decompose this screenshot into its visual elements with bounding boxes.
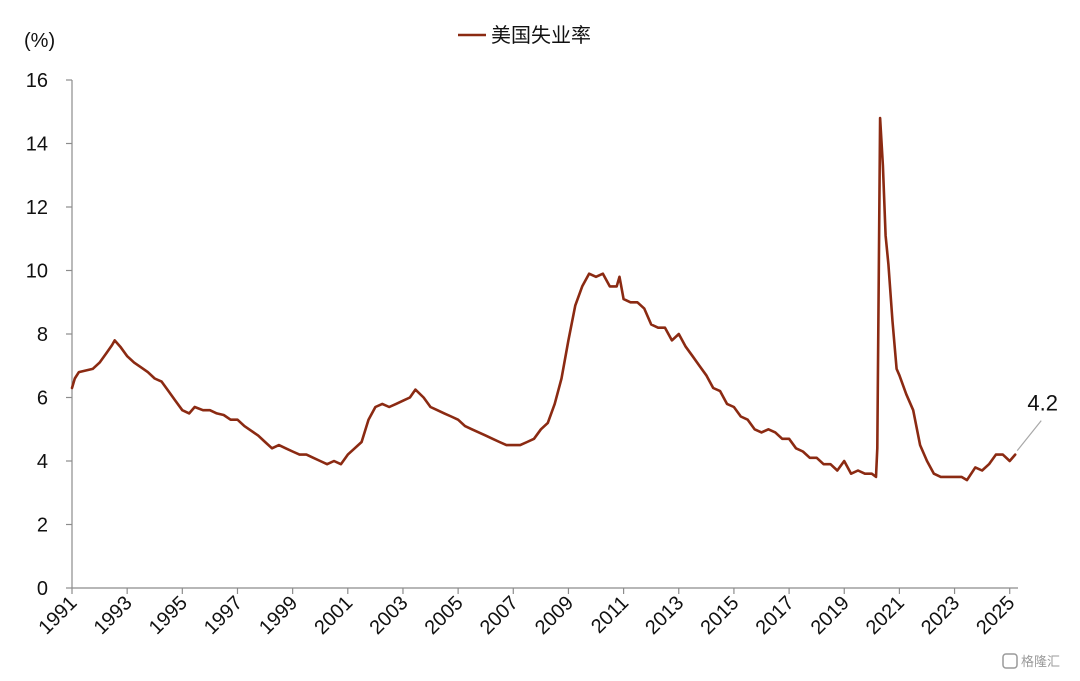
x-tick-label: 2011 bbox=[587, 592, 633, 638]
y-tick-label: 6 bbox=[37, 388, 48, 410]
y-tick-label: 12 bbox=[26, 197, 48, 219]
y-tick-label: 0 bbox=[37, 578, 48, 600]
x-tick-label: 1993 bbox=[90, 592, 137, 639]
x-tick-label: 2005 bbox=[421, 592, 468, 639]
x-tick-label: 1999 bbox=[255, 592, 302, 639]
annotation-leader bbox=[1016, 420, 1042, 452]
watermark-logo-icon bbox=[1002, 653, 1018, 669]
x-tick-label: 2017 bbox=[752, 592, 799, 639]
x-tick-label: 2019 bbox=[807, 592, 854, 639]
x-tick-label: 2013 bbox=[641, 592, 688, 639]
legend-label: 美国失业率 bbox=[491, 23, 591, 47]
watermark: 格隆汇 bbox=[1002, 653, 1060, 670]
y-tick-label: 10 bbox=[26, 261, 48, 283]
y-tick-label: 14 bbox=[26, 134, 48, 156]
x-tick-label: 2009 bbox=[531, 592, 578, 639]
legend: 美国失业率 bbox=[458, 23, 591, 47]
y-tick-label: 16 bbox=[26, 70, 48, 92]
x-tick-label: 2001 bbox=[310, 592, 357, 639]
x-tick-label: 1997 bbox=[200, 592, 247, 639]
x-tick-label: 1995 bbox=[145, 592, 192, 639]
x-tick-label: 2021 bbox=[862, 592, 909, 639]
series-layer bbox=[70, 116, 1017, 482]
series-line-0 bbox=[70, 116, 1017, 482]
y-tick-label: 2 bbox=[37, 515, 48, 537]
annotation-layer: 4.2 bbox=[1016, 391, 1058, 452]
x-tick-label: 2003 bbox=[365, 592, 412, 639]
x-tick-label: 2007 bbox=[476, 592, 523, 639]
annotation-label: 4.2 bbox=[1027, 391, 1058, 416]
watermark-text: 格隆汇 bbox=[1021, 654, 1060, 670]
x-tick-label: 2025 bbox=[972, 592, 1019, 639]
x-axis: 1991 1993 1995 1997 1999 2001 2003 2005 2007 2009… bbox=[35, 587, 1019, 639]
y-tick-label: 4 bbox=[37, 451, 48, 473]
x-tick-label: 2015 bbox=[696, 592, 743, 639]
y-tick-label: 8 bbox=[37, 324, 48, 346]
y-axis-unit-label: (%) bbox=[24, 30, 55, 52]
y-axis: 0 2 4 6 8 10 12 14 16 bbox=[26, 70, 73, 600]
x-tick-label: 2023 bbox=[917, 592, 964, 639]
